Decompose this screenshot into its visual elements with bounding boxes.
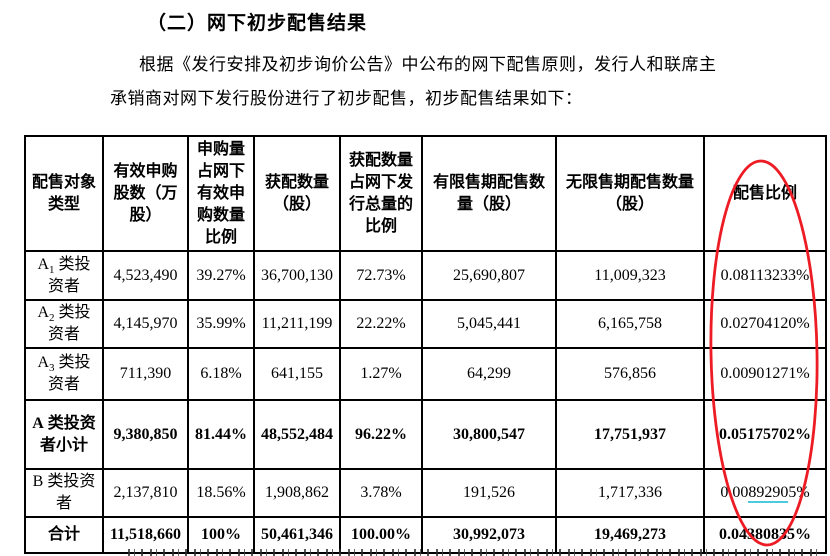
column-header-allotted-ratio: 获配数量占网下发行总量的比例	[339, 135, 423, 252]
cell-unrestricted-shares: 576,856	[555, 347, 705, 401]
cell-restricted-shares: 25,690,807	[421, 250, 557, 301]
cell-subscription-ratio: 18.56%	[187, 468, 255, 518]
cell-placement-ratio: 0.04380835%	[703, 516, 827, 554]
cell-unrestricted-shares: 1,717,336	[555, 468, 705, 518]
subscript: 2	[49, 312, 55, 325]
cell-subscription-ratio: 35.99%	[187, 299, 255, 349]
cutoff-text-artifact	[128, 549, 818, 556]
row-label-a3: A3 类投资者	[24, 347, 104, 401]
column-header-restricted-shares: 有限售期配售数量（股）	[421, 135, 557, 252]
cell-subscription-ratio: 81.44%	[187, 399, 255, 470]
cell-placement-ratio: 0.00901271%	[703, 347, 827, 401]
table-row-a-subtotal: A 类投资者小计 9,380,850 81.44% 48,552,484 96.…	[24, 399, 827, 470]
table-row-a1: A1 类投资者 4,523,490 39.27% 36,700,130 72.7…	[24, 250, 827, 301]
paragraph-line-1: 根据《发行安排及初步询价公告》中公布的网下配售原则，发行人和联席主	[139, 55, 717, 74]
intro-paragraph: 根据《发行安排及初步询价公告》中公布的网下配售原则，发行人和联席主 承销商对网下…	[110, 48, 750, 116]
table-row-a2: A2 类投资者 4,145,970 35.99% 11,211,199 22.2…	[24, 299, 827, 349]
cell-placement-ratio: 0.02704120%	[703, 299, 827, 349]
cell-restricted-shares: 5,045,441	[421, 299, 557, 349]
row-label-total: 合计	[24, 516, 104, 554]
cell-placement-ratio: 0.00892905%	[703, 468, 827, 518]
column-header-subscription-ratio: 申购量占网下有效申购数量比例	[187, 135, 255, 252]
row-label-a2: A2 类投资者	[24, 299, 104, 349]
subscript: 3	[49, 362, 55, 375]
cell-restricted-shares: 30,992,073	[421, 516, 557, 554]
table-row-total: 合计 11,518,660 100% 50,461,346 100.00% 30…	[24, 516, 827, 554]
cell-placement-ratio: 0.08113233%	[703, 250, 827, 301]
cell-unrestricted-shares: 17,751,937	[555, 399, 705, 470]
cell-allotted-ratio: 100.00%	[339, 516, 423, 554]
row-label-a-subtotal: A 类投资者小计	[24, 399, 104, 470]
cell-restricted-shares: 30,800,547	[421, 399, 557, 470]
cell-subscription-ratio: 6.18%	[187, 347, 255, 401]
cell-allotted-shares: 641,155	[253, 347, 341, 401]
column-header-allotted-shares: 获配数量（股）	[253, 135, 341, 252]
table-row-a3: A3 类投资者 711,390 6.18% 641,155 1.27% 64,2…	[24, 347, 827, 401]
cell-allotted-shares: 48,552,484	[253, 399, 341, 470]
cell-allotted-ratio: 1.27%	[339, 347, 423, 401]
cell-unrestricted-shares: 19,469,273	[555, 516, 705, 554]
cell-valid-subscription: 2,137,810	[102, 468, 189, 518]
column-header-unrestricted-shares: 无限售期配售数量（股）	[555, 135, 705, 252]
cell-allotted-shares: 36,700,130	[253, 250, 341, 301]
row-label-a1: A1 类投资者	[24, 250, 104, 301]
subscript: 1	[49, 263, 55, 276]
column-header-placement-ratio: 配售比例	[703, 135, 827, 252]
cell-restricted-shares: 191,526	[421, 468, 557, 518]
cell-valid-subscription: 4,145,970	[102, 299, 189, 349]
cell-allotted-shares: 50,461,346	[253, 516, 341, 554]
cell-allotted-ratio: 96.22%	[339, 399, 423, 470]
cell-valid-subscription: 11,518,660	[102, 516, 189, 554]
cyan-underline: 89290	[748, 484, 789, 503]
cell-allotted-ratio: 3.78%	[339, 468, 423, 518]
table-row-b: B 类投资者 2,137,810 18.56% 1,908,862 3.78% …	[24, 468, 827, 518]
cell-allotted-ratio: 22.22%	[339, 299, 423, 349]
cell-valid-subscription: 4,523,490	[102, 250, 189, 301]
cell-restricted-shares: 64,299	[421, 347, 557, 401]
column-header-valid-subscription: 有效申购股数（万股）	[102, 135, 189, 252]
cell-unrestricted-shares: 11,009,323	[555, 250, 705, 301]
cell-valid-subscription: 9,380,850	[102, 399, 189, 470]
row-label-b: B 类投资者	[24, 468, 104, 518]
cell-subscription-ratio: 39.27%	[187, 250, 255, 301]
table-header-row: 配售对象类型 有效申购股数（万股） 申购量占网下有效申购数量比例 获配数量（股）…	[24, 135, 827, 252]
cell-allotted-shares: 11,211,199	[253, 299, 341, 349]
cell-subscription-ratio: 100%	[187, 516, 255, 554]
cell-allotted-shares: 1,908,862	[253, 468, 341, 518]
allocation-result-table: 配售对象类型 有效申购股数（万股） 申购量占网下有效申购数量比例 获配数量（股）…	[24, 135, 827, 554]
paragraph-line-2: 承销商对网下发行股份进行了初步配售，初步配售结果如下：	[110, 89, 583, 108]
cell-placement-ratio: 0.05175702%	[703, 399, 827, 470]
cell-unrestricted-shares: 6,165,758	[555, 299, 705, 349]
column-header-investor-type: 配售对象类型	[24, 135, 104, 252]
cell-allotted-ratio: 72.73%	[339, 250, 423, 301]
section-heading: （二）网下初步配售结果	[147, 13, 368, 34]
cell-valid-subscription: 711,390	[102, 347, 189, 401]
